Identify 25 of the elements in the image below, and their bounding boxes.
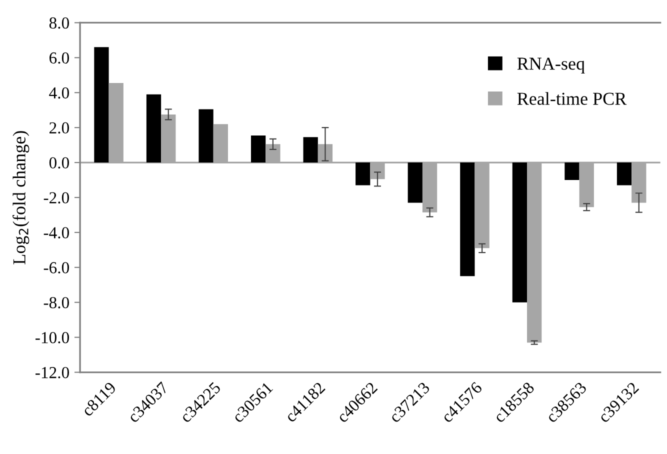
bar bbox=[146, 94, 162, 163]
y-tick-label: -12.0 bbox=[36, 366, 69, 378]
y-tick-label: -6.0 bbox=[44, 262, 69, 274]
bar bbox=[616, 162, 632, 186]
bar bbox=[460, 162, 475, 276]
bar bbox=[564, 162, 580, 180]
bar bbox=[250, 135, 266, 163]
y-tick-label: -4.0 bbox=[44, 227, 69, 238]
bar bbox=[303, 137, 318, 163]
bar bbox=[356, 162, 370, 186]
legend-label: Real-time PCR bbox=[517, 92, 627, 105]
y-axis-title: Log$_{2}$(fold change) bbox=[12, 131, 30, 264]
y-tick-label: -10.0 bbox=[36, 332, 69, 344]
y-tick-label: 4.0 bbox=[49, 87, 69, 99]
bar bbox=[94, 47, 109, 163]
y-tick-label: 6.0 bbox=[50, 52, 69, 64]
bar bbox=[408, 162, 422, 203]
y-tick-label: 0.0 bbox=[49, 157, 69, 169]
y-tick-label: -2.0 bbox=[44, 192, 69, 204]
legend-label: RNA-seq bbox=[517, 58, 585, 74]
y-tick-label: 8.0 bbox=[49, 17, 69, 29]
bar bbox=[198, 109, 214, 163]
bar bbox=[512, 162, 528, 302]
y-tick-label: -8.0 bbox=[44, 297, 69, 308]
y-tick-label: 2.0 bbox=[50, 122, 69, 134]
